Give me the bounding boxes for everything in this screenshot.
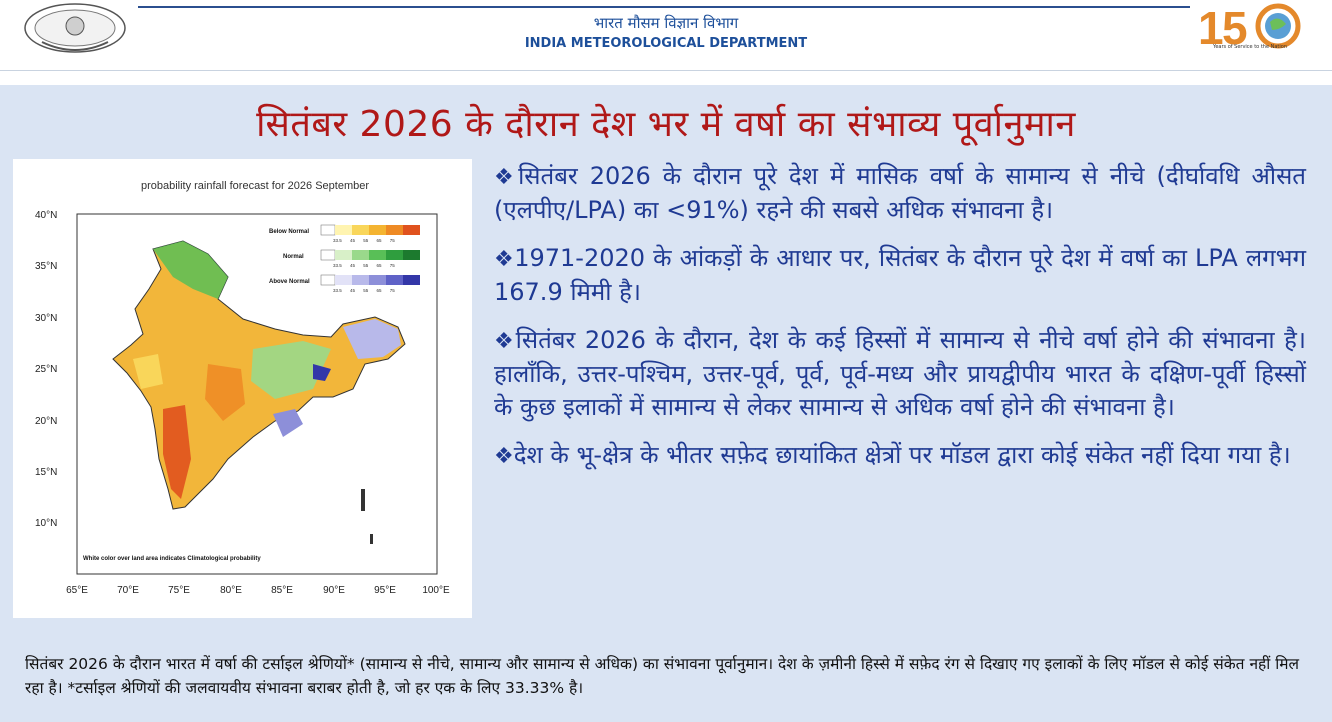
legend-normal-swatch-2 — [352, 250, 369, 260]
lat-label-35: 35°N — [35, 261, 57, 272]
legend-above-swatch-4 — [386, 275, 403, 285]
legend-above-normal-label: Above Normal — [269, 279, 310, 285]
legend-above-swatch-1 — [335, 275, 352, 285]
legend-below-swatch-2 — [352, 225, 369, 235]
legend-below-swatch-5 — [403, 225, 420, 235]
svg-text:5: 5 — [1222, 2, 1248, 54]
forecast-map: probability rainfall forecast for 2026 S… — [35, 180, 450, 596]
bullet-text: सितंबर 2026 के दौरान, देश के कई हिस्सों … — [494, 326, 1306, 421]
dept-name-hindi: भारत मौसम विज्ञान विभाग — [593, 14, 739, 32]
legend-below-swatch-1 — [335, 225, 352, 235]
map-legend: Below Normal 33.5 45 55 65 75 Normal 33.… — [269, 224, 420, 293]
legend-above-ticks: 33.5 45 55 65 75 — [333, 288, 395, 293]
diamond-bullet-icon: ❖ — [494, 247, 515, 272]
lon-label-100: 100°E — [422, 585, 450, 596]
legend-normal-swatch-5 — [403, 250, 420, 260]
lat-label-20: 20°N — [35, 416, 57, 427]
lon-label-90: 90°E — [323, 585, 345, 596]
map-note: White color over land area indicates Cli… — [83, 556, 261, 562]
legend-above-swatch-2 — [352, 275, 369, 285]
legend-above-swatch-5 — [403, 275, 420, 285]
legend-below-swatch-4 — [386, 225, 403, 235]
legend-normal-swatch-1 — [335, 250, 352, 260]
slide-title: सितंबर 2026 के दौरान देश भर में वर्षा का… — [256, 104, 1076, 145]
figure-caption: सितंबर 2026 के दौरान भारत में वर्षा की ट… — [25, 655, 1300, 697]
legend-below-ticks: 33.5 45 55 65 75 — [333, 238, 395, 243]
lat-label-25: 25°N — [35, 364, 57, 375]
lon-label-95: 95°E — [374, 585, 396, 596]
bullet-item: ❖सितंबर 2026 के दौरान पूरे देश में मासिक… — [494, 160, 1306, 227]
legend-below-normal-label: Below Normal — [269, 229, 309, 235]
lon-label-70: 70°E — [117, 585, 139, 596]
bullet-text: देश के भू-क्षेत्र के भीतर सफ़ेद छायांकित… — [513, 441, 1291, 469]
svg-text:1: 1 — [1198, 2, 1224, 54]
legend-normal-label: Normal — [283, 254, 304, 260]
lat-label-30: 30°N — [35, 313, 57, 324]
anniversary-caption: Years of Service to the Nation — [1212, 44, 1288, 50]
lat-label-15: 15°N — [35, 467, 57, 478]
lon-label-75: 75°E — [168, 585, 190, 596]
bullet-item: ❖1971-2020 के आंकड़ों के आधार पर, सितंबर… — [494, 242, 1306, 309]
bullet-item: ❖सितंबर 2026 के दौरान, देश के कई हिस्सों… — [494, 324, 1306, 424]
dept-name-english: INDIA METEOROLOGICAL DEPARTMENT — [524, 36, 808, 51]
legend-above-swatch-3 — [369, 275, 386, 285]
bullet-text: सितंबर 2026 के दौरान पूरे देश में मासिक … — [494, 162, 1306, 224]
bullet-list: ❖सितंबर 2026 के दौरान पूरे देश में मासिक… — [494, 160, 1306, 488]
header-rule — [138, 6, 1190, 8]
anniversary-150-logo: 1 5 — [1198, 2, 1301, 54]
diamond-bullet-icon: ❖ — [494, 329, 516, 354]
legend-normal-ticks: 33.5 45 55 65 75 — [333, 263, 395, 268]
legend-normal-swatch-3 — [369, 250, 386, 260]
header-bar: भारत मौसम विज्ञान विभाग INDIA METEOROLOG… — [0, 0, 1332, 71]
map-title: probability rainfall forecast for 2026 S… — [141, 180, 369, 192]
forecast-map-panel: probability rainfall forecast for 2026 S… — [13, 159, 472, 618]
lon-label-80: 80°E — [220, 585, 242, 596]
bullet-text: 1971-2020 के आंकड़ों के आधार पर, सितंबर … — [494, 244, 1306, 306]
legend-below-swatch-3 — [369, 225, 386, 235]
bullet-item: ❖देश के भू-क्षेत्र के भीतर सफ़ेद छायांकि… — [494, 439, 1306, 473]
lon-label-85: 85°E — [271, 585, 293, 596]
legend-normal-swatch-4 — [386, 250, 403, 260]
lat-label-40: 40°N — [35, 210, 57, 221]
lon-label-65: 65°E — [66, 585, 88, 596]
lat-label-10: 10°N — [35, 518, 57, 529]
diamond-bullet-icon: ❖ — [494, 165, 519, 190]
diamond-bullet-icon: ❖ — [494, 444, 514, 469]
imd-emblem-logo — [24, 3, 126, 53]
